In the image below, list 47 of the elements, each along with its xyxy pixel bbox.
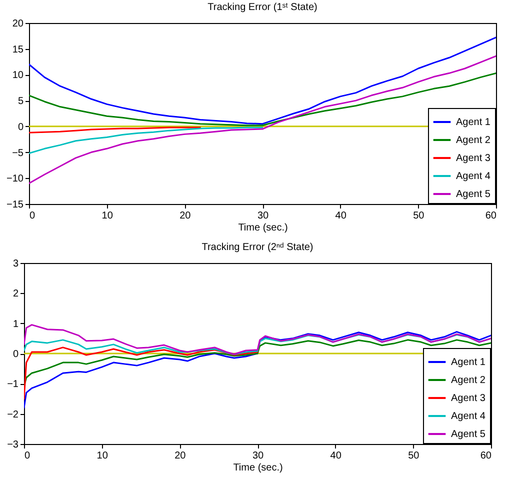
y-tick-label: −5 bbox=[12, 148, 24, 159]
x-tick-label: 40 bbox=[335, 210, 347, 222]
y-tick-label: 10 bbox=[12, 70, 24, 82]
x-tick-label: 0 bbox=[30, 210, 36, 222]
x-tick-label: 50 bbox=[413, 210, 425, 222]
legend-label: Agent 4 bbox=[456, 171, 491, 182]
y-tick-label: 0 bbox=[12, 349, 19, 360]
x-tick-label: 50 bbox=[408, 450, 420, 462]
legend-label: Agent 3 bbox=[451, 393, 486, 404]
x-tick-label: 10 bbox=[102, 210, 114, 222]
y-tick-label: 2 bbox=[12, 288, 19, 300]
line-series bbox=[24, 324, 491, 355]
x-axis-title: Time (sec.) bbox=[233, 462, 283, 474]
line-series bbox=[29, 72, 496, 126]
legend-label: Agent 4 bbox=[451, 411, 486, 422]
x-tick-label: 30 bbox=[252, 450, 264, 462]
line-series bbox=[29, 126, 264, 154]
x-tick-label: 60 bbox=[480, 450, 492, 462]
legend-label: Agent 3 bbox=[456, 153, 491, 164]
y-tick-label: −15 bbox=[6, 200, 24, 210]
y-tick-label: −1 bbox=[7, 379, 19, 390]
y-tick-label: 3 bbox=[12, 258, 19, 270]
y-tick-label: −3 bbox=[7, 440, 19, 450]
y-tick-label: 15 bbox=[12, 44, 24, 56]
x-tick-label: 30 bbox=[257, 210, 269, 222]
legend-label: Agent 2 bbox=[456, 135, 491, 146]
y-tick-label: 1 bbox=[12, 318, 19, 330]
y-tick-label: 5 bbox=[18, 96, 24, 108]
x-tick-label: 20 bbox=[174, 450, 186, 462]
y-tick-label: −2 bbox=[7, 409, 19, 420]
chart-title: Tracking Error (1ˢᵗ State) bbox=[208, 2, 318, 13]
legend-label: Agent 5 bbox=[451, 429, 486, 440]
x-tick-label: 10 bbox=[96, 450, 108, 462]
x-axis-title: Time (sec.) bbox=[238, 222, 288, 234]
line-series bbox=[24, 331, 491, 409]
y-tick-label: −10 bbox=[6, 174, 24, 185]
x-tick-label: 60 bbox=[485, 210, 497, 222]
legend-label: Agent 1 bbox=[456, 117, 491, 128]
y-tick-label: 20 bbox=[12, 18, 24, 30]
line-series bbox=[29, 55, 496, 184]
x-tick-label: 20 bbox=[180, 210, 192, 222]
y-tick-label: 0 bbox=[18, 122, 24, 133]
x-tick-label: 40 bbox=[330, 450, 342, 462]
legend-label: Agent 1 bbox=[451, 357, 486, 368]
chart-title: Tracking Error (2ⁿᵈ State) bbox=[202, 242, 314, 253]
legend-label: Agent 5 bbox=[456, 189, 491, 200]
legend-label: Agent 2 bbox=[451, 375, 486, 386]
